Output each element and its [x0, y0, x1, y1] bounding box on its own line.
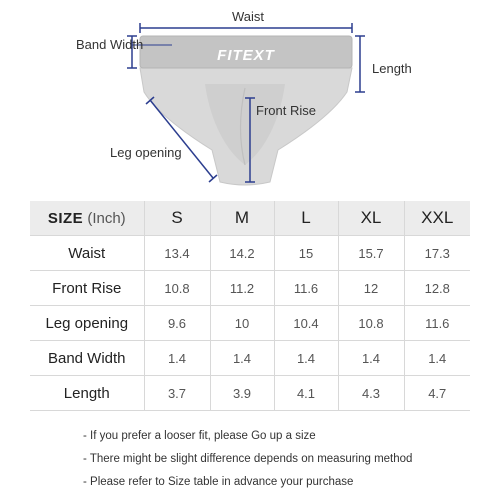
row-label: Band Width: [30, 340, 144, 376]
table-cell: 9.6: [143, 305, 210, 341]
note: - If you prefer a looser fit, please Go …: [83, 430, 316, 442]
row-label: Waist: [30, 235, 144, 271]
table-row: Length 3.7 3.9 4.1 4.3 4.7: [30, 375, 470, 411]
table-cell: 11.2: [209, 270, 274, 306]
size-unit: (Inch): [87, 209, 126, 227]
size-word: SIZE: [47, 209, 84, 227]
table-cell: 13.4: [143, 235, 210, 271]
table-cell: 12: [337, 270, 404, 306]
table-row: Front Rise 10.8 11.2 11.6 12 12.8: [30, 270, 470, 306]
table-cell: 4.7: [403, 375, 470, 411]
table-row: Leg opening 9.6 10 10.4 10.8 11.6: [30, 305, 470, 341]
band-width-label: Band Width: [76, 37, 144, 52]
table-cell: 12.8: [403, 270, 470, 306]
table-cell: 10.8: [337, 305, 404, 341]
waist-label: Waist: [232, 9, 265, 24]
table-cell: 10: [209, 305, 274, 341]
table-row: Waist 13.4 14.2 15 15.7 17.3: [30, 235, 470, 271]
table-cell: 15: [273, 235, 338, 271]
size-column-header: M: [209, 201, 274, 236]
length-label: Length: [372, 61, 412, 76]
size-column-header: XL: [337, 201, 404, 236]
leg-opening-label: Leg opening: [110, 145, 182, 160]
brief-pouch: [205, 84, 285, 165]
table-cell: 1.4: [403, 340, 470, 376]
table-row: Band Width 1.4 1.4 1.4 1.4 1.4: [30, 340, 470, 376]
table-cell: 10.8: [143, 270, 210, 306]
underwear-illustration: FITEXT: [127, 23, 365, 186]
row-label: Front Rise: [30, 270, 144, 306]
table-cell: 11.6: [273, 270, 338, 306]
notes: - If you prefer a looser fit, please Go …: [83, 425, 412, 494]
size-table: SIZE (Inch) S M L XL XXL Waist 13.4 14.2…: [30, 201, 470, 411]
size-column-header: L: [273, 201, 338, 236]
size-diagram: FITEXT Waist Band Width Length Front Ris…: [0, 0, 500, 200]
table-cell: 10.4: [273, 305, 338, 341]
table-cell: 3.9: [209, 375, 274, 411]
table-cell: 4.1: [273, 375, 338, 411]
table-cell: 1.4: [337, 340, 404, 376]
leg-opening-measure-line: [149, 99, 214, 179]
size-header-cell: SIZE (Inch): [30, 201, 144, 236]
size-column-header: XXL: [403, 201, 470, 236]
waistband: [139, 35, 353, 69]
table-cell: 17.3: [403, 235, 470, 271]
table-cell: 11.6: [403, 305, 470, 341]
row-label: Leg opening: [30, 305, 144, 341]
table-cell: 4.3: [337, 375, 404, 411]
table-cell: 1.4: [273, 340, 338, 376]
note: - Please refer to Size table in advance …: [83, 476, 354, 488]
note: - There might be slight difference depen…: [83, 453, 413, 465]
row-label: Length: [30, 375, 144, 411]
table-cell: 14.2: [209, 235, 274, 271]
table-cell: 3.7: [143, 375, 210, 411]
table-header-row: SIZE (Inch) S M L XL XXL: [30, 201, 470, 236]
brand-text: FITEXT: [217, 47, 276, 64]
front-rise-label: Front Rise: [256, 103, 316, 118]
size-column-header: S: [143, 201, 210, 236]
table-cell: 1.4: [209, 340, 274, 376]
table-cell: 15.7: [337, 235, 404, 271]
table-cell: 1.4: [143, 340, 210, 376]
